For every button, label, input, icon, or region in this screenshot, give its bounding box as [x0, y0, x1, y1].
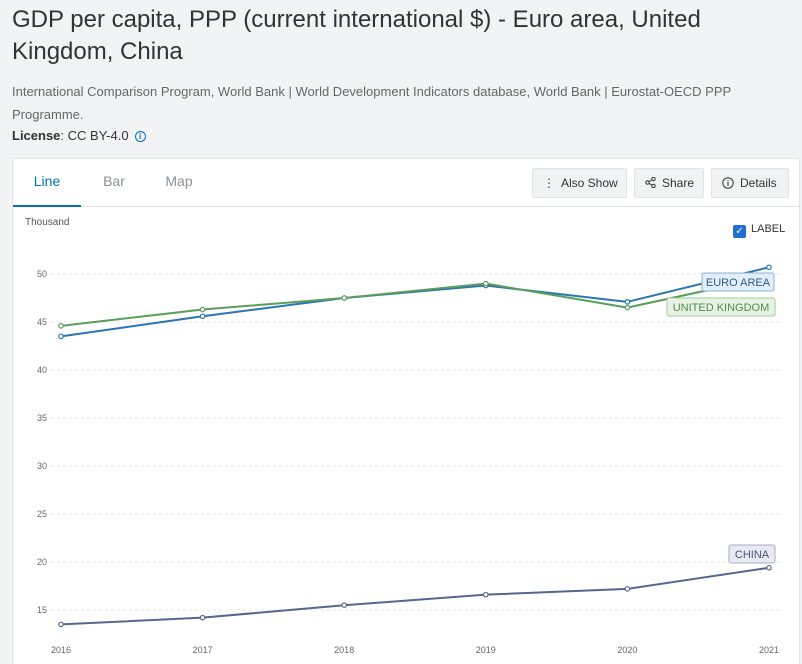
data-point-united-kingdom: [624, 304, 631, 311]
data-point-euro-area: [199, 313, 206, 320]
x-tick-label: 2020: [617, 645, 637, 655]
details-button[interactable]: Details: [711, 168, 789, 198]
license: License: CC BY-4.0 i: [12, 126, 146, 146]
y-tick-label: 30: [37, 461, 47, 471]
license-value: : CC BY-4.0: [60, 128, 129, 143]
data-point-china: [341, 602, 348, 609]
source-text: International Comparison Program, World …: [12, 84, 731, 122]
x-tick-label: 2017: [193, 645, 213, 655]
y-tick-label: 40: [37, 365, 47, 375]
page-title: GDP per capita, PPP (current internation…: [12, 6, 701, 65]
y-tick-label: 15: [37, 605, 47, 615]
data-point-china: [624, 586, 631, 592]
x-tick-label: 2016: [51, 645, 71, 655]
data-point-euro-area: [624, 299, 631, 305]
label-toggle[interactable]: ✓ LABEL: [733, 221, 785, 238]
chart-tabs: Line Bar Map ⋮ Also Show Share Details: [13, 159, 799, 207]
series-line-china: [60, 566, 770, 626]
x-tick-label: 2018: [334, 645, 354, 655]
series-line-united-kingdom: [60, 275, 770, 327]
series-label-box-china: [728, 544, 776, 564]
data-point-euro-area: [58, 333, 64, 340]
tab-line[interactable]: Line: [13, 159, 81, 207]
share-label: Share: [662, 176, 695, 190]
data-point-united-kingdom: [482, 280, 489, 287]
also-show-button[interactable]: ⋮ Also Show: [532, 168, 627, 198]
y-tick-label: 20: [37, 557, 47, 567]
y-tick-label: 50: [37, 269, 47, 279]
license-label: License: [12, 128, 61, 143]
also-show-label: Also Show: [561, 176, 618, 190]
series-label-euro-area: EURO AREA: [706, 277, 771, 289]
x-tick-label: 2019: [476, 645, 496, 655]
x-tick-label: 2021: [759, 645, 779, 655]
data-point-china: [199, 614, 206, 621]
data-point-china: [58, 621, 64, 628]
tab-bar[interactable]: Bar: [103, 173, 125, 189]
data-point-china: [766, 564, 772, 571]
label-checkbox[interactable]: ✓: [733, 225, 746, 238]
line-chart: Thousand 15 20 25 30 35 40 45 50 2016 2017 2018 2019…: [25, 217, 781, 655]
data-point-united-kingdom: [58, 323, 64, 329]
info-circle-icon: [722, 176, 734, 190]
series-label-box-united-kingdom: [666, 297, 776, 317]
series-label-box-euro-area: [701, 272, 775, 292]
more-vertical-icon: ⋮: [543, 176, 555, 190]
series-line-euro-area: [60, 266, 770, 338]
y-tick-label: 35: [37, 413, 47, 423]
label-toggle-text: LABEL: [751, 223, 786, 235]
data-point-euro-area: [766, 264, 772, 271]
y-tick-label: 25: [37, 509, 47, 519]
details-label: Details: [740, 176, 777, 190]
data-point-china: [482, 591, 489, 598]
info-icon[interactable]: i: [134, 131, 146, 142]
data-point-united-kingdom: [341, 295, 348, 301]
tab-map[interactable]: Map: [165, 173, 193, 189]
share-icon: [645, 176, 656, 190]
series-label-china: CHINA: [735, 549, 770, 561]
share-button[interactable]: Share: [634, 168, 704, 198]
series-label-united-kingdom: UNITED KINGDOM: [673, 302, 770, 314]
chart-panel: Line Bar Map ⋮ Also Show Share Details ✓ L…: [12, 158, 800, 664]
data-point-united-kingdom: [199, 306, 206, 313]
y-unit-label: Thousand: [25, 217, 69, 228]
y-tick-label: 45: [37, 317, 47, 327]
